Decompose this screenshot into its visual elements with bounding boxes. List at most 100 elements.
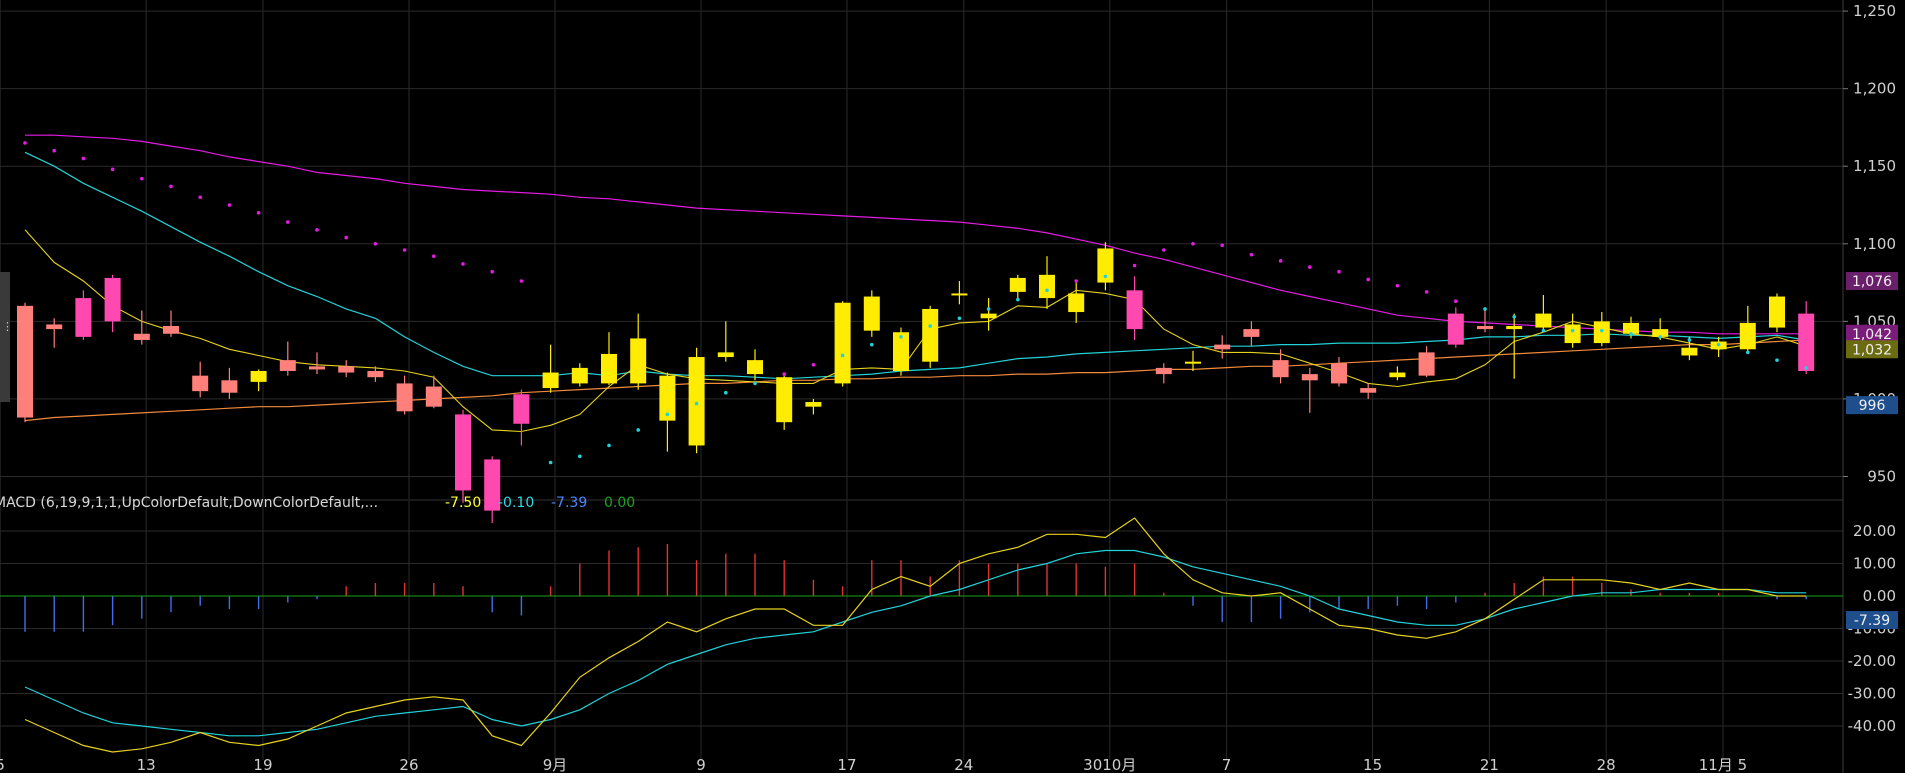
sar-dot: [1249, 252, 1254, 257]
sar-dot: [607, 443, 611, 448]
sar-dot: [1600, 328, 1604, 333]
candle-body: [513, 394, 530, 424]
candle-body: [1097, 248, 1114, 283]
candle-body: [1155, 367, 1172, 375]
candle-body: [1769, 296, 1785, 328]
sar-dot: [1804, 366, 1808, 370]
candle-body: [396, 383, 413, 412]
candle-body: [1126, 290, 1143, 330]
sar-dot: [548, 460, 553, 465]
sar-dot: [1454, 299, 1458, 303]
candle-body: [279, 360, 296, 371]
candle-body: [309, 366, 325, 370]
sar-dot: [1746, 350, 1750, 355]
left-scroll-handle[interactable]: ⋮: [0, 272, 13, 402]
candle-body: [1068, 293, 1085, 313]
scroll-handle[interactable]: [0, 272, 10, 402]
sar-dot: [140, 176, 144, 181]
candle-body: [425, 386, 442, 407]
candle-body: [1272, 360, 1289, 378]
time-axis-label: 28: [1597, 756, 1616, 773]
candle-body: [1564, 324, 1581, 344]
time-axis-label: 11月 5: [1699, 756, 1747, 773]
sar-dot: [169, 184, 173, 189]
time-axis-label: 19: [253, 756, 272, 773]
macd-legend-value: 0.00: [604, 495, 635, 511]
price-badge: [1846, 396, 1898, 415]
candle-body: [717, 352, 734, 358]
macd-value-badge: [1846, 611, 1898, 630]
sar-dot: [52, 148, 56, 153]
macd-axis-label: -20.00: [1848, 652, 1896, 670]
price-axis-label: 1,200: [1853, 80, 1896, 98]
macd-legend-value: -7.39: [551, 495, 587, 511]
time-axis[interactable]: 5 13 19 26 9月 9 17 24 3010月 7 15 21 28 11月 5: [0, 756, 1747, 773]
sar-dot: [928, 324, 932, 328]
time-axis-label: 5: [0, 756, 5, 773]
time-axis-label: 3010月: [1083, 756, 1136, 773]
sar-dot: [1220, 243, 1224, 248]
time-axis-label: 24: [954, 756, 973, 773]
candle-body: [893, 332, 909, 371]
macd-value-badge-text: -7.39: [1854, 613, 1890, 629]
macd-axis-label: -30.00: [1848, 685, 1896, 703]
candle-body: [659, 375, 676, 421]
price-axis-label: 1,250: [1853, 2, 1896, 20]
macd-legend-value: -7.50: [445, 495, 481, 511]
candle-body: [104, 277, 121, 322]
macd-signal-line: [24, 549, 1807, 737]
sar-dot: [1103, 274, 1108, 279]
macd-lines: [24, 517, 1807, 753]
price-badge-text: 1,042: [1852, 327, 1892, 343]
sar-dot: [1045, 288, 1049, 293]
sar-dot: [198, 195, 202, 200]
macd-axis-label: -40.00: [1848, 717, 1896, 735]
sar-dot: [986, 307, 991, 311]
sar-dot: [957, 316, 962, 321]
sar-dot: [344, 235, 349, 240]
candle-body: [1389, 372, 1406, 378]
candle-body: [1477, 326, 1493, 330]
candle-body: [338, 366, 355, 373]
moving-average-lines: [24, 134, 1807, 433]
sar-dot: [1629, 331, 1633, 336]
time-axis-label: 21: [1480, 756, 1499, 773]
sar-dot: [724, 390, 728, 395]
candle-body: [571, 367, 588, 384]
sar-dot: [1775, 358, 1779, 362]
candle-body: [805, 402, 822, 407]
candle-body: [192, 375, 209, 392]
sar-dot: [694, 401, 699, 406]
price-badge: [1846, 340, 1898, 359]
chart-grid: [0, 0, 1844, 773]
sar-dot: [315, 228, 319, 232]
candle-body: [1185, 361, 1201, 364]
macd-line: [24, 517, 1807, 753]
sar-dot: [1337, 269, 1341, 274]
macd-axis-label: 10.00: [1853, 555, 1896, 573]
candle-body: [1506, 326, 1523, 330]
candle-body: [834, 302, 851, 384]
long-moving-average-line: [24, 339, 1807, 422]
sar-dot: [1191, 241, 1195, 246]
sar-dot: [286, 220, 290, 224]
candle-body: [46, 324, 63, 330]
candle-body: [1652, 329, 1669, 337]
time-axis-label: 26: [399, 756, 418, 773]
sar-dot: [490, 269, 495, 274]
candle-body: [484, 459, 501, 511]
price-pane[interactable]: [17, 134, 1815, 524]
macd-legend-label: MACD (6,19,9,1,1,UpColorDefault,DownColo…: [0, 495, 378, 511]
time-axis-label: 9: [696, 756, 706, 773]
sar-dot: [110, 167, 115, 172]
sar-dot: [432, 254, 436, 259]
macd-legend: MACD (6,19,9,1,1,UpColorDefault,DownColo…: [0, 495, 378, 511]
sar-dot: [1074, 279, 1078, 283]
sar-dot: [1658, 335, 1662, 339]
macd-pane[interactable]: MACD (6,19,9,1,1,UpColorDefault,DownColo…: [0, 495, 1843, 753]
price-badge: [1846, 272, 1898, 291]
sar-dot: [1716, 342, 1721, 347]
macd-legend-value: -0.10: [498, 495, 534, 511]
